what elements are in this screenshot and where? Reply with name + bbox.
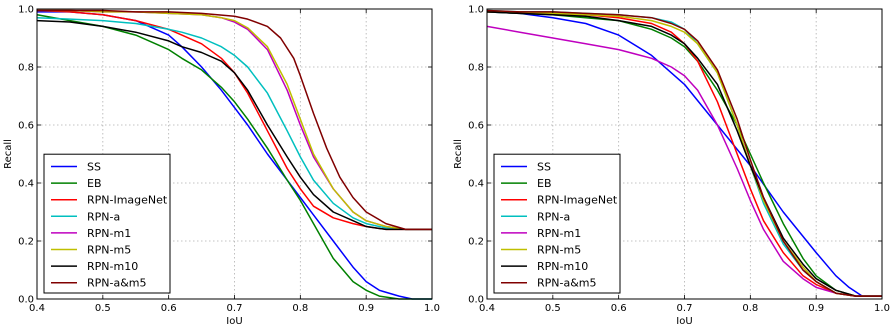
- y-axis-label: Recall: [453, 139, 464, 169]
- series-line-rpn-m1: [486, 25, 882, 297]
- x-tick-label: 0.7: [677, 303, 693, 314]
- y-tick-label: 1.0: [468, 5, 484, 16]
- series-line-rpn-m10: [486, 11, 882, 297]
- series-line-eb: [36, 14, 432, 300]
- y-tick-label: 0.8: [468, 63, 484, 74]
- x-tick-label: 0.5: [545, 303, 561, 314]
- y-tick-label: 0.6: [18, 121, 34, 132]
- legend-label-rpn-m10: RPN-m10: [537, 260, 588, 273]
- legend-label-rpn-a-m5: RPN-a&m5: [537, 277, 597, 290]
- legend-label-rpn-a: RPN-a: [537, 210, 570, 223]
- chart-1: 0.4 0.5 0.6 0.7 0.8 0.9 1.0 0.0 0.2 0.4 0.6 0.8 1.0 I…: [3, 5, 440, 328]
- legend-label-rpn-m1: RPN-m1: [537, 227, 581, 240]
- legend-box: [493, 153, 621, 294]
- series-line-eb: [486, 11, 882, 297]
- x-tick-label: 0.4: [479, 303, 495, 314]
- series-line-rpn-a: [36, 16, 432, 231]
- x-tick-label: 0.8: [742, 303, 758, 314]
- legend-label-rpn-m1: RPN-m1: [87, 227, 131, 240]
- legend-label-rpn-m5: RPN-m5: [87, 244, 131, 257]
- x-tick-label: 0.9: [808, 303, 824, 314]
- x-tick-label: 1.0: [424, 303, 440, 314]
- y-tick-label: 0.6: [468, 121, 484, 132]
- y-tick-label: 0.8: [18, 63, 34, 74]
- legend-label-ss: SS: [87, 161, 101, 174]
- legend-label-rpn-imagenet: RPN-ImageNet: [537, 194, 618, 207]
- legend-label-rpn-m5: RPN-m5: [537, 244, 581, 257]
- x-tick-label: 1.0: [874, 303, 890, 314]
- ticks: 0.4 0.5 0.6 0.7 0.8 0.9 1.0 0.0 0.2 0.4 0.6 0.8 1.0: [468, 5, 890, 315]
- series-line-rpn-a-m5: [486, 9, 882, 297]
- chart-2: 0.4 0.5 0.6 0.7 0.8 0.9 1.0 0.0 0.2 0.4 0.6 0.8 1.0 I…: [453, 5, 890, 328]
- series-line-rpn-m10: [36, 19, 432, 231]
- series-group: [36, 9, 432, 300]
- legend-label-rpn-a-m5: RPN-a&m5: [87, 277, 147, 290]
- legend-box: [43, 153, 171, 294]
- legend-label-eb: EB: [537, 177, 552, 190]
- x-axis-label: IoU: [676, 316, 692, 326]
- y-tick-label: 0.4: [468, 179, 484, 190]
- x-tick-label: 0.6: [161, 303, 177, 314]
- legend-label-ss: SS: [537, 161, 551, 174]
- y-tick-label: 0.2: [468, 237, 484, 248]
- legend: SS EB RPN-ImageNet RPN-a RPN-m1 RPN-m5 RPN-m10…: [493, 153, 621, 294]
- legend-label-rpn-m10: RPN-m10: [87, 260, 138, 273]
- x-tick-label: 0.6: [611, 303, 627, 314]
- x-tick-label: 0.4: [29, 303, 45, 314]
- x-tick-label: 0.7: [227, 303, 243, 314]
- y-tick-label: 0.4: [18, 179, 34, 190]
- x-axis-label: IoU: [226, 316, 242, 326]
- x-tick-label: 0.5: [95, 303, 111, 314]
- y-tick-label: 0.2: [18, 237, 34, 248]
- y-axis-label: Recall: [3, 139, 14, 169]
- x-tick-label: 0.9: [358, 303, 374, 314]
- legend-label-rpn-a: RPN-a: [87, 210, 120, 223]
- legend-label-rpn-imagenet: RPN-ImageNet: [87, 194, 168, 207]
- y-tick-label: 1.0: [18, 5, 34, 16]
- series-line-rpn-a-m5: [37, 9, 432, 231]
- y-tick-label: 0.0: [18, 295, 34, 306]
- x-tick-label: 0.8: [292, 303, 308, 314]
- legend-label-eb: EB: [87, 177, 102, 190]
- legend: SS EB RPN-ImageNet RPN-a RPN-m1 RPN-m5 RPN-m10…: [43, 153, 171, 294]
- series-group: [486, 9, 882, 297]
- ticks: 0.4 0.5 0.6 0.7 0.8 0.9 1.0 0.0 0.2 0.4 0.6 0.8 1.0: [18, 5, 440, 315]
- y-tick-label: 0.0: [468, 295, 484, 306]
